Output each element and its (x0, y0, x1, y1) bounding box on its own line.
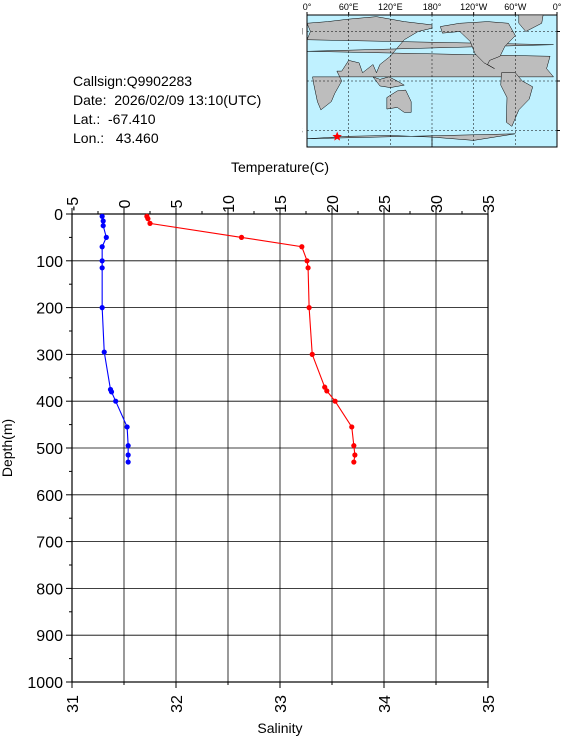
salinity-data-point (100, 223, 106, 229)
salinity-data-point (108, 389, 115, 395)
salinity-data-point (125, 443, 131, 449)
salinity-data-point (107, 386, 114, 393)
temperature-tick-label: 5 (169, 199, 186, 208)
temperature-data-point (351, 443, 357, 449)
depth-tick-label: 200 (36, 301, 63, 318)
temperature-tick-label: -5 (65, 197, 82, 211)
temperature-tick-label: 35 (481, 195, 498, 213)
salinity-data-point (99, 305, 105, 311)
map-landmass (500, 72, 533, 127)
salinity-data-point (99, 258, 105, 264)
salinity-tick-label: 34 (377, 695, 394, 713)
temperature-data-point (322, 384, 328, 390)
depth-tick-label: 900 (36, 628, 63, 645)
temperature-data-point (144, 213, 150, 219)
plot-frame (71, 213, 489, 683)
salinity-data-point (100, 218, 106, 224)
station-info: Callsign:Q9902283 Date: 2026/02/09 13:10… (73, 72, 261, 148)
map-lat-label: 60°N (302, 27, 303, 37)
temperature-data-point (147, 220, 153, 226)
callsign-text: Callsign:Q9902283 (73, 73, 193, 89)
longitude-text: Lon.: 43.460 (73, 130, 159, 146)
chart-grid (71, 213, 489, 683)
map-lon-label: 180° (423, 2, 442, 12)
temperature-tick-label: 25 (377, 195, 394, 213)
temperature-tick-label: 10 (221, 195, 238, 213)
salinity-profile-line (101, 216, 129, 463)
depth-axis-label: Depth(m) (0, 419, 15, 477)
map-lon-label: 120°E (378, 2, 403, 12)
temperature-data-point (305, 265, 311, 271)
salinity-tick-label: 31 (65, 695, 82, 713)
salinity-tick-label: 32 (169, 695, 186, 713)
temperature-profile-line (146, 216, 356, 463)
map-lat-label: 60°S (302, 126, 303, 136)
temperature-data-point (306, 305, 312, 311)
temperature-data-point (351, 459, 357, 465)
temperature-tick-label: 15 (273, 195, 290, 213)
salinity-data-point (103, 234, 109, 240)
chart-ticks (66, 208, 489, 688)
temperature-tick-label: 20 (325, 195, 342, 213)
salinity-data-point (99, 244, 105, 250)
temperature-data-point (309, 351, 315, 357)
map-land (306, 14, 555, 147)
temperature-data-point (332, 398, 338, 404)
depth-tick-label: 600 (36, 488, 63, 505)
map-lon-label: 60°W (504, 2, 527, 12)
salinity-tick-label: 35 (481, 695, 498, 713)
chart-series (99, 213, 358, 465)
date-text: Date: 2026/02/09 13:10(UTC) (73, 92, 262, 108)
depth-tick-label: 0 (54, 207, 63, 224)
temperature-tick-label: 30 (429, 195, 446, 213)
depth-tick-label: 500 (36, 441, 63, 458)
salinity-data-point (124, 424, 130, 430)
salinity-axis-label: Salinity (257, 720, 302, 736)
station-marker-icon (332, 131, 342, 141)
map-graticule (306, 12, 560, 147)
temperature-data-point (304, 258, 310, 264)
temperature-tick-label: 0 (117, 199, 134, 208)
depth-tick-label: 400 (36, 394, 63, 411)
map-landmass (372, 76, 405, 88)
temperature-data-point (238, 234, 245, 240)
salinity-data-point (125, 459, 131, 465)
salinity-data-point (125, 452, 131, 458)
depth-tick-label: 800 (36, 581, 63, 598)
map-landmass (440, 21, 516, 69)
temperature-data-point (145, 216, 151, 222)
depth-tick-label: 300 (36, 347, 63, 364)
map-landmass (518, 14, 544, 32)
salinity-tick-label: 33 (273, 695, 290, 713)
depth-tick-label: 1000 (27, 675, 63, 692)
map-lon-label: 120°W (460, 2, 488, 12)
map-lon-label: 0° (303, 2, 312, 12)
salinity-data-point (101, 349, 107, 355)
temperature-data-point (349, 424, 355, 430)
map-lon-label: 0° (553, 2, 562, 12)
temperature-data-point (324, 388, 330, 394)
salinity-data-point (99, 265, 105, 271)
map-lon-label: 60°E (339, 2, 359, 12)
temperature-data-point (352, 452, 358, 458)
temperature-data-point (299, 244, 305, 250)
depth-tick-label: 700 (36, 535, 63, 552)
salinity-data-point (113, 398, 119, 404)
salinity-data-point (99, 213, 105, 219)
latitude-text: Lat.: -67.410 (73, 111, 156, 127)
map-landmass (306, 16, 555, 111)
depth-tick-label: 100 (36, 254, 63, 271)
